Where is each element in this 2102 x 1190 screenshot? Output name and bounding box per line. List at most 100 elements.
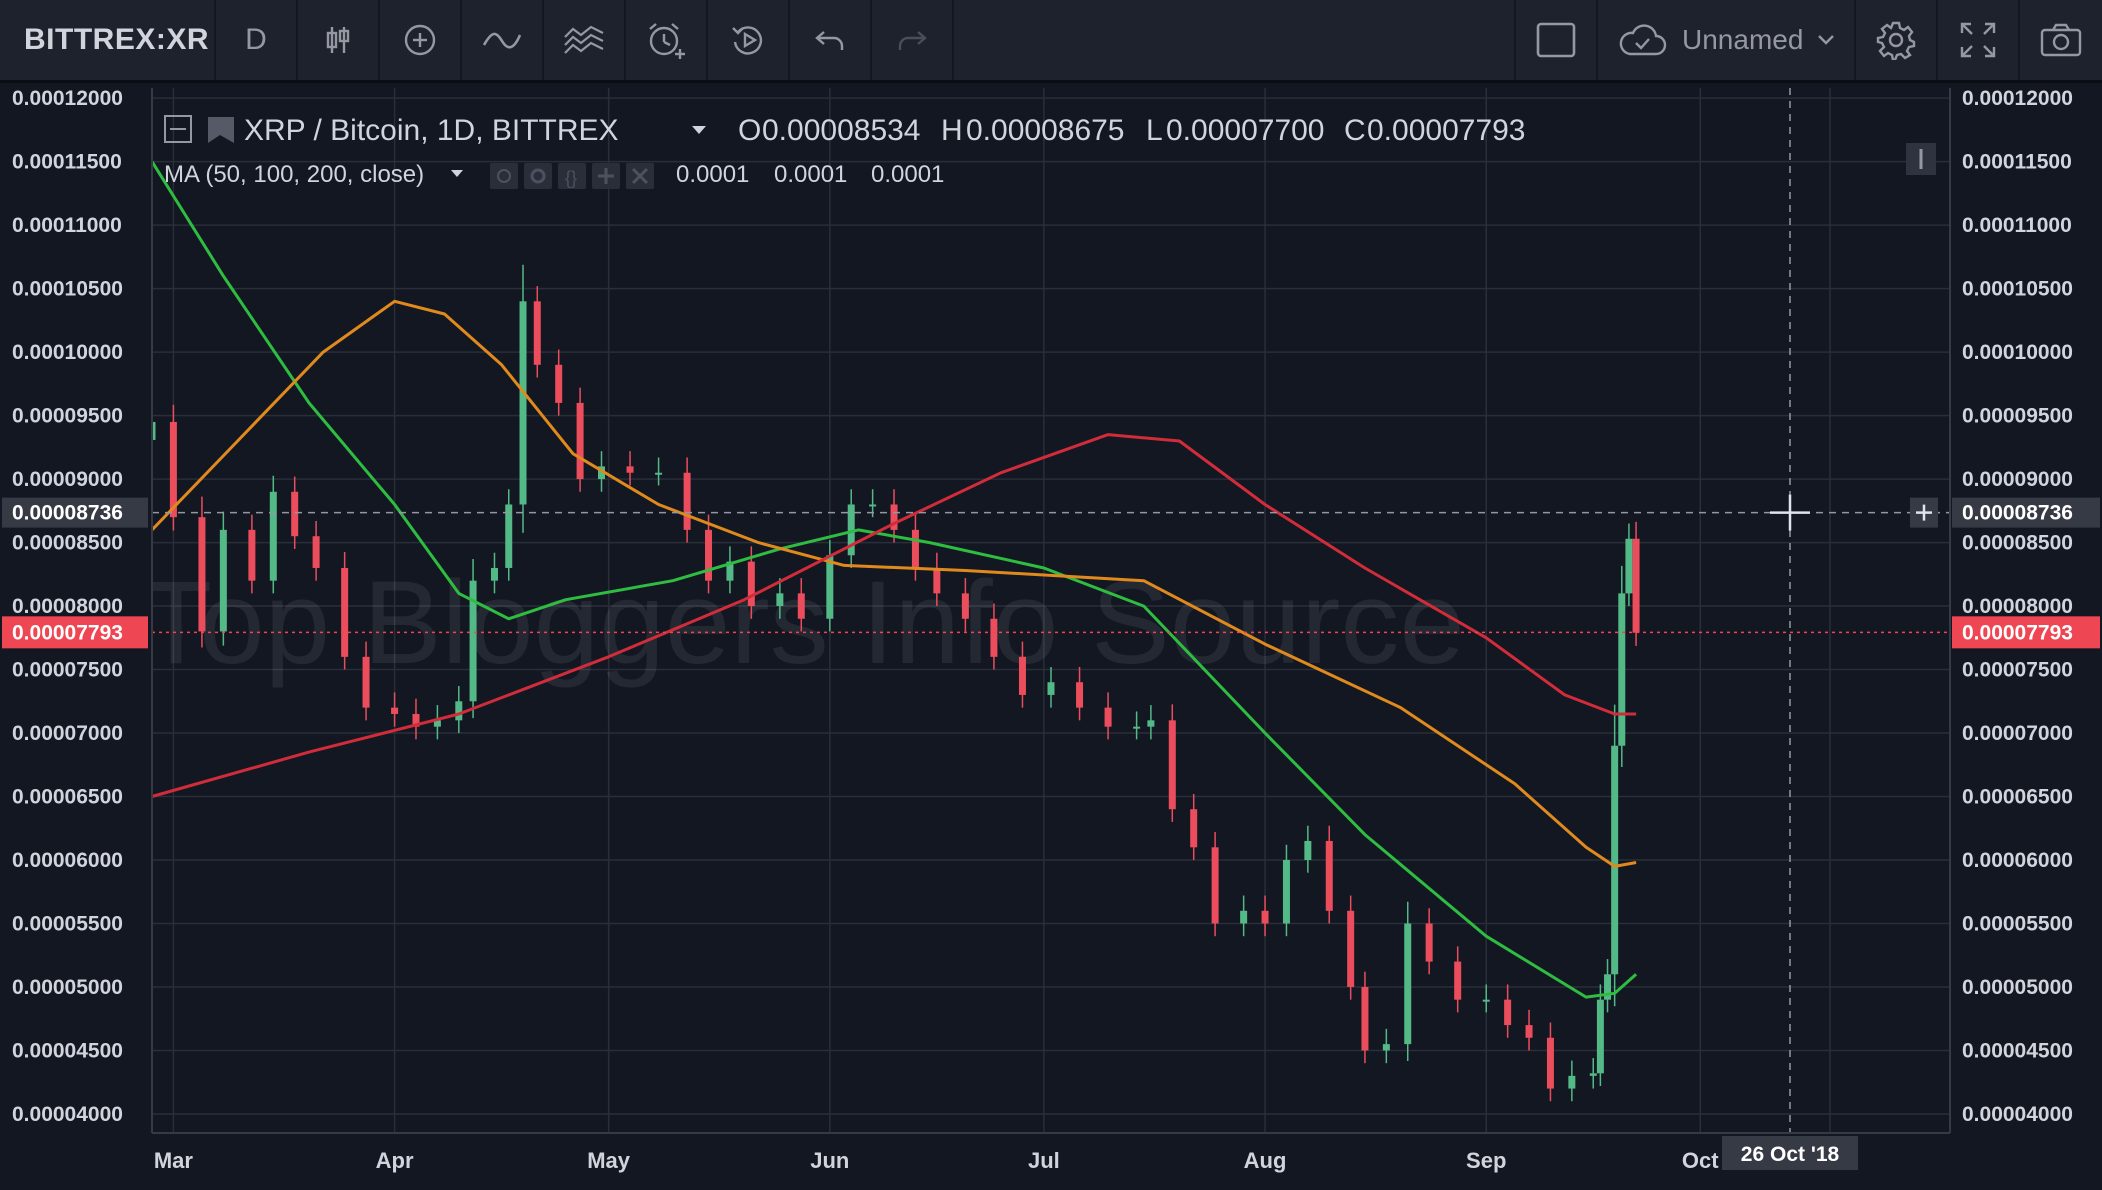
candle bbox=[869, 504, 877, 507]
candle bbox=[1482, 999, 1490, 1002]
y-tick-right-10: 0.00007000 bbox=[1962, 722, 2073, 745]
candle bbox=[1047, 682, 1055, 695]
ma-legend-label[interactable]: MA (50, 100, 200, close) bbox=[164, 161, 424, 188]
settings-button[interactable] bbox=[1856, 0, 1938, 80]
candle bbox=[1304, 840, 1312, 861]
save-layout-button[interactable]: Unnamed bbox=[1598, 0, 1856, 80]
y-tick-left-13: 0.00005500 bbox=[12, 912, 123, 935]
indicators-button[interactable] bbox=[462, 0, 544, 80]
y-tick-left-15: 0.00004500 bbox=[12, 1039, 123, 1062]
chart-style-button[interactable] bbox=[298, 0, 380, 80]
ohlc-close-label: C bbox=[1344, 114, 1366, 147]
candle bbox=[533, 301, 541, 365]
ma100-value: 0.0001 bbox=[774, 161, 847, 188]
interval-button[interactable]: D bbox=[216, 0, 298, 80]
ohlc-high-label: H bbox=[941, 114, 963, 147]
candle bbox=[1382, 1044, 1390, 1051]
candle bbox=[1104, 707, 1112, 727]
y-tick-right-1: 0.00011500 bbox=[1962, 151, 2072, 174]
candle bbox=[1190, 809, 1198, 848]
legend-title[interactable]: XRP / Bitcoin, 1D, BITTREX bbox=[244, 114, 619, 147]
candle bbox=[1618, 593, 1626, 746]
y-tick-left-2: 0.00011000 bbox=[12, 214, 122, 237]
ohlc-high-value: 0.00008675 bbox=[966, 114, 1125, 147]
collapse-legend-button[interactable] bbox=[164, 115, 192, 143]
candle bbox=[726, 561, 734, 581]
y-tick-right-11: 0.00006500 bbox=[1962, 786, 2073, 809]
source-code-icon[interactable] bbox=[558, 163, 586, 189]
y-tick-right-14: 0.00005000 bbox=[1962, 976, 2073, 999]
candle bbox=[933, 567, 941, 594]
y-tick-left-5: 0.00009500 bbox=[12, 405, 123, 428]
x-tick-jul: Jul bbox=[1028, 1148, 1060, 1173]
y-tick-left-3: 0.00010500 bbox=[12, 278, 123, 301]
candle bbox=[1168, 720, 1176, 810]
last-price-tag-0: 0.00007793 bbox=[12, 621, 123, 644]
axis-tags: 0.00008736 0.00007793 0.00008736 0.00007793… bbox=[2, 497, 2100, 1170]
x-tick-jun: Jun bbox=[810, 1148, 849, 1173]
candle bbox=[1454, 961, 1462, 1000]
layout-name: Unnamed bbox=[1682, 24, 1804, 55]
candle bbox=[961, 593, 969, 619]
y-tick-right-6: 0.00009000 bbox=[1962, 468, 2073, 491]
candle bbox=[705, 529, 713, 581]
top-toolbar: BITTREX:XR D Unnamed bbox=[0, 0, 2102, 83]
candle bbox=[341, 567, 349, 657]
ohlc-low-label: L bbox=[1146, 114, 1163, 147]
templates-button[interactable] bbox=[544, 0, 626, 80]
time-axis[interactable]: Mar Apr May Jun Jul Aug Sep Oct bbox=[154, 1148, 1719, 1173]
eye-icon[interactable] bbox=[490, 163, 518, 189]
candle bbox=[1596, 999, 1604, 1074]
last-price-tag-bg-1 bbox=[1952, 616, 2100, 649]
replay-button[interactable] bbox=[708, 0, 790, 80]
wave-icon bbox=[482, 32, 522, 49]
price-axis-right[interactable]: 0.00012000 0.00011500 0.00011000 0.00010500… bbox=[1962, 87, 2073, 1126]
ma-dropdown-icon[interactable] bbox=[451, 170, 463, 177]
crosshair-price-tag-1: 0.00008736 bbox=[1962, 502, 2073, 525]
undo-button[interactable] bbox=[790, 0, 872, 80]
x-tick-may: May bbox=[587, 1148, 631, 1173]
y-tick-left-10: 0.00007000 bbox=[12, 722, 123, 745]
expand-button[interactable] bbox=[1938, 0, 2020, 80]
candle bbox=[990, 618, 998, 657]
symbol-label: BITTREX:XR bbox=[24, 23, 209, 56]
candle bbox=[655, 472, 663, 475]
candle bbox=[1282, 860, 1290, 924]
candle bbox=[1347, 910, 1355, 987]
candle bbox=[1076, 682, 1084, 708]
candle bbox=[1404, 923, 1412, 1045]
gear-icon bbox=[1876, 21, 1916, 60]
candle bbox=[490, 567, 498, 581]
y-tick-left-16: 0.00004000 bbox=[12, 1103, 123, 1126]
left-axis-bg bbox=[0, 83, 152, 1135]
price-chart[interactable]: Top Bloggers Info Source 0.000120000.000… bbox=[0, 83, 2102, 1190]
alert-button[interactable] bbox=[626, 0, 708, 80]
price-axis-left[interactable]: 0.00012000 0.00011500 0.00011000 0.00010500… bbox=[12, 87, 123, 1126]
compare-button[interactable] bbox=[380, 0, 462, 80]
ma-line-100 bbox=[150, 299, 1637, 868]
candle bbox=[890, 504, 898, 530]
candle bbox=[412, 713, 420, 727]
candle bbox=[469, 580, 477, 702]
candle bbox=[169, 421, 177, 518]
crosshair bbox=[152, 88, 1950, 1133]
gear-small-icon[interactable] bbox=[524, 163, 552, 189]
candle bbox=[391, 707, 399, 714]
redo-button[interactable] bbox=[872, 0, 954, 80]
legend-dropdown-icon[interactable] bbox=[692, 126, 706, 134]
scroll-to-realtime-button[interactable] bbox=[1906, 143, 1936, 175]
y-tick-left-4: 0.00010000 bbox=[12, 341, 123, 364]
candle bbox=[776, 593, 784, 607]
snapshot-button[interactable] bbox=[2020, 0, 2102, 80]
candle bbox=[626, 466, 634, 473]
candle bbox=[797, 593, 805, 619]
x-tick-apr: Apr bbox=[376, 1148, 414, 1173]
candle bbox=[1625, 538, 1633, 594]
candle bbox=[1147, 720, 1155, 727]
symbol-search-button[interactable]: BITTREX:XR bbox=[0, 0, 216, 80]
fullscreen-window-button[interactable] bbox=[1516, 0, 1598, 80]
x-tick-oct: Oct bbox=[1682, 1148, 1719, 1173]
source-code-glyph: {} bbox=[565, 168, 577, 188]
last-price-tag-bg-0 bbox=[2, 616, 148, 649]
candle bbox=[269, 491, 277, 581]
